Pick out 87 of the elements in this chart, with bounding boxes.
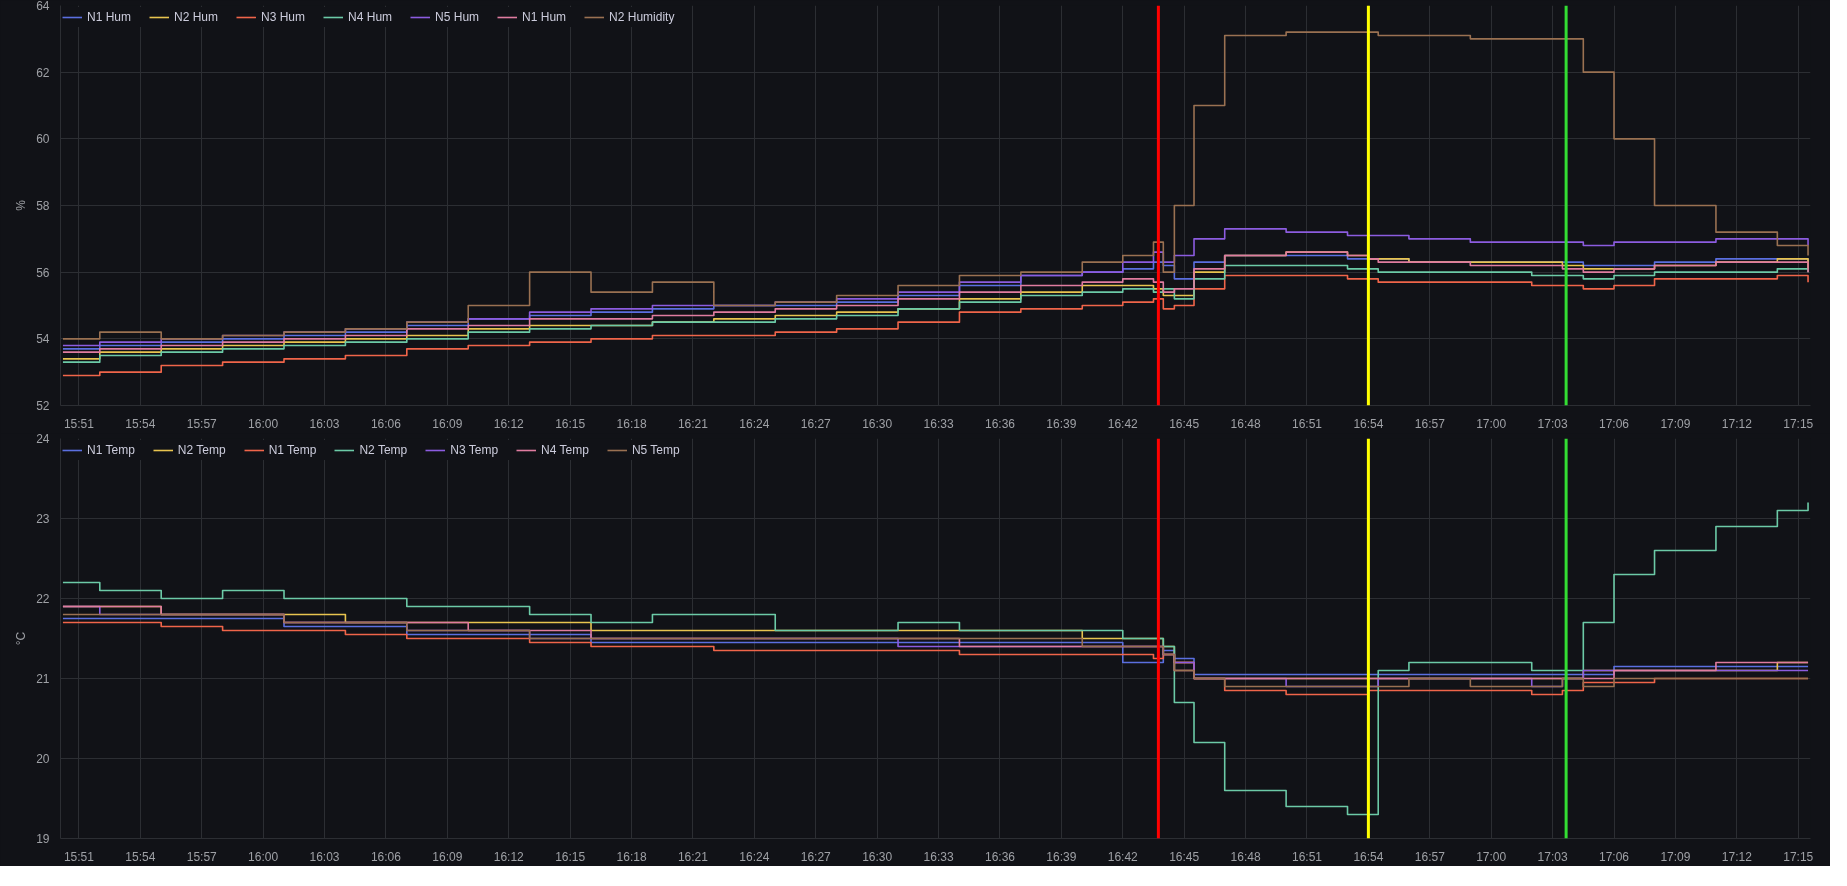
x-tick-label: 15:51: [63, 416, 95, 431]
legend-label: N4 Hum: [348, 10, 393, 24]
x-tick-label: 17:03: [1537, 416, 1568, 431]
x-tick-label: 16:54: [1353, 849, 1384, 864]
x-tick-label: 16:15: [555, 416, 586, 431]
legend-label: N1 Hum: [522, 10, 567, 24]
legend-label: N2 Hum: [174, 10, 219, 24]
x-tick-label: 16:24: [739, 849, 770, 864]
x-tick-label: 16:30: [862, 416, 893, 431]
x-tick-label: 16:12: [493, 849, 525, 864]
legend-label: N5 Hum: [435, 10, 480, 24]
x-tick-label: 16:42: [1107, 416, 1139, 431]
x-tick-label: 16:06: [370, 416, 402, 431]
x-tick-label: 16:51: [1291, 416, 1323, 431]
legend-label: N2 Temp: [359, 443, 408, 457]
x-tick-label: 17:15: [1783, 416, 1814, 431]
x-tick-label: 16:42: [1107, 849, 1139, 864]
y-tick-label: 19: [36, 832, 50, 846]
x-tick-label: 16:45: [1169, 416, 1200, 431]
legend-label: N2 Humidity: [609, 10, 675, 24]
x-tick-label: 16:39: [1046, 849, 1077, 864]
legend-label: N3 Hum: [261, 10, 306, 24]
x-tick-label: 16:24: [739, 416, 770, 431]
legend-label: N1 Hum: [87, 10, 132, 24]
x-tick-label: 15:57: [186, 849, 218, 864]
x-tick-label: 17:09: [1660, 416, 1691, 431]
x-tick-label: 16:03: [309, 416, 340, 431]
legend-label: N2 Temp: [177, 443, 226, 457]
y-tick-label: 24: [36, 432, 50, 446]
y-tick-label: 23: [36, 512, 50, 526]
x-tick-label: 16:51: [1291, 849, 1323, 864]
y-tick-label: 22: [36, 592, 50, 606]
legend-label: N4 Temp: [541, 443, 589, 457]
y-tick-label: 58: [36, 199, 50, 213]
y-axis-title: °C: [14, 631, 29, 646]
x-tick-label: 17:00: [1476, 416, 1507, 431]
x-tick-label: 17:03: [1537, 849, 1568, 864]
y-tick-label: 54: [36, 332, 50, 347]
x-tick-label: 16:48: [1230, 416, 1261, 431]
y-tick-label: 56: [36, 265, 50, 280]
legend-label: N5 Temp: [631, 443, 680, 457]
x-tick-label: 16:33: [923, 416, 954, 431]
x-tick-label: 16:06: [370, 849, 402, 864]
x-tick-label: 16:12: [493, 416, 525, 431]
x-tick-label: 16:03: [309, 849, 340, 864]
x-tick-label: 16:57: [1414, 849, 1446, 864]
x-tick-label: 17:06: [1598, 849, 1630, 864]
x-tick-label: 16:30: [862, 849, 893, 864]
legend-label: N3 Temp: [450, 443, 499, 457]
x-tick-label: 16:27: [800, 849, 832, 864]
x-tick-label: 16:21: [677, 416, 709, 431]
y-tick-label: 21: [36, 672, 50, 686]
x-tick-label: 16:33: [923, 849, 954, 864]
x-tick-label: 17:15: [1783, 849, 1814, 864]
y-axis-title: %: [14, 199, 29, 211]
x-tick-label: 16:27: [800, 416, 832, 431]
x-tick-label: 16:15: [555, 849, 586, 864]
y-tick-label: 62: [36, 65, 50, 80]
x-tick-label: 16:09: [432, 416, 463, 431]
x-tick-label: 15:57: [186, 416, 218, 431]
y-tick-label: 20: [36, 752, 50, 766]
x-tick-label: 16:36: [984, 849, 1016, 864]
x-tick-label: 16:00: [248, 416, 279, 431]
x-tick-label: 16:18: [616, 849, 647, 864]
x-tick-label: 16:00: [248, 849, 279, 864]
x-tick-label: 15:54: [125, 849, 156, 864]
x-tick-label: 16:54: [1353, 416, 1384, 431]
y-tick-label: 64: [36, 0, 50, 13]
x-tick-label: 16:21: [677, 849, 709, 864]
x-tick-label: 17:09: [1660, 849, 1691, 864]
x-tick-label: 17:06: [1598, 416, 1630, 431]
x-tick-label: 17:12: [1721, 849, 1753, 864]
x-tick-label: 16:18: [616, 416, 647, 431]
x-tick-label: 16:57: [1414, 416, 1446, 431]
legend-label: N1 Temp: [87, 443, 135, 457]
x-tick-label: 15:51: [63, 849, 95, 864]
x-tick-label: 16:36: [984, 416, 1016, 431]
x-tick-label: 16:39: [1046, 416, 1077, 431]
x-tick-label: 16:48: [1230, 849, 1261, 864]
x-tick-label: 17:00: [1476, 849, 1507, 864]
legend-label: N1 Temp: [268, 443, 317, 457]
x-tick-label: 17:12: [1721, 416, 1753, 431]
y-tick-label: 60: [36, 132, 50, 147]
y-tick-label: 52: [36, 399, 50, 413]
x-tick-label: 15:54: [125, 416, 156, 431]
x-tick-label: 16:45: [1169, 849, 1200, 864]
x-tick-label: 16:09: [432, 849, 463, 864]
